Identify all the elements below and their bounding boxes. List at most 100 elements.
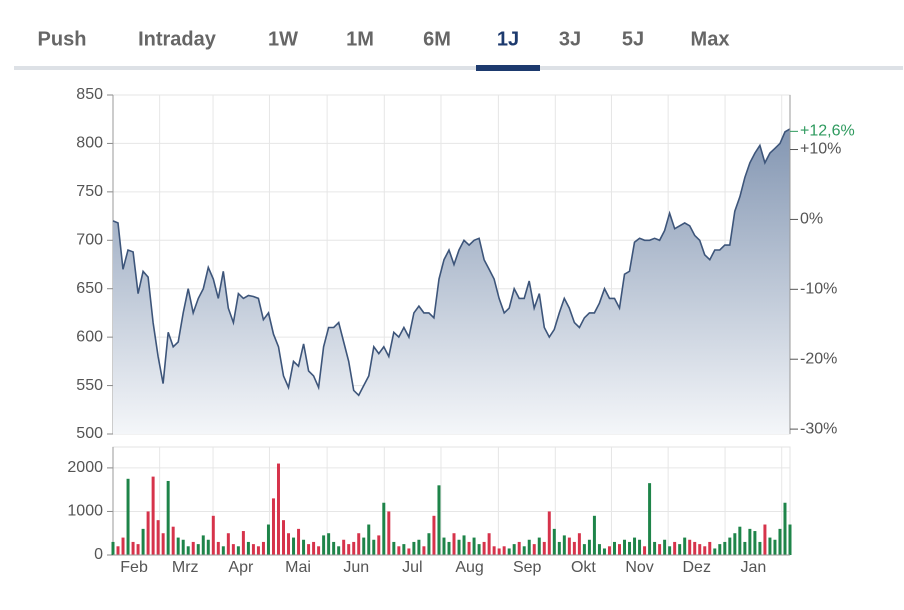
tab[interactable]: Max: [691, 28, 730, 50]
volume-bar: [743, 541, 747, 555]
volume-bar: [307, 544, 311, 555]
volume-bar: [422, 546, 426, 555]
volume-bar: [352, 541, 356, 555]
volume-bar: [201, 535, 205, 555]
volume-bar: [181, 539, 185, 555]
volume-bar: [552, 528, 556, 555]
tab[interactable]: 5J: [622, 28, 644, 50]
volume-bar: [668, 546, 672, 555]
tab[interactable]: 1W: [268, 28, 298, 50]
volume-bar: [126, 478, 130, 555]
volume-bar: [778, 528, 782, 555]
volume-bar: [452, 533, 456, 555]
volume-bar: [462, 535, 466, 555]
volume-bar: [407, 548, 411, 555]
volume-bar: [156, 520, 160, 555]
y-tick-label: 600: [76, 328, 103, 345]
y-tick-label: 700: [76, 232, 103, 249]
tab[interactable]: 3J: [559, 28, 581, 50]
volume-bar: [788, 524, 792, 555]
volume-bar: [658, 544, 662, 555]
volume-bar: [643, 546, 647, 555]
volume-bar: [522, 546, 526, 555]
volume-bar: [547, 511, 551, 555]
y-tick-label: 650: [76, 280, 103, 297]
volume-bar: [688, 539, 692, 555]
volume-bar: [557, 541, 561, 555]
volume-bar: [763, 524, 767, 555]
volume-bar: [693, 541, 697, 555]
volume-bar: [512, 544, 516, 555]
volume-bar: [467, 541, 471, 555]
volume-bar: [271, 498, 275, 555]
tab[interactable]: Push: [38, 28, 87, 50]
active-tab-underline: [476, 65, 540, 71]
plot-area: [112, 446, 791, 556]
volume-bar: [241, 531, 245, 555]
volume-bar: [472, 537, 476, 555]
volume-bar: [703, 546, 707, 555]
tab[interactable]: 1J: [497, 28, 519, 50]
volume-bar: [572, 541, 576, 555]
volume-bar: [718, 544, 722, 555]
volume-bar: [216, 541, 220, 555]
y2-tick-label: -20%: [800, 350, 837, 367]
volume-bar: [482, 541, 486, 555]
volume-bar: [191, 541, 195, 555]
y-tick-label: 850: [76, 86, 103, 103]
volume-bar: [507, 548, 511, 555]
volume-bar: [372, 539, 376, 555]
y-tick-label: 2000: [67, 459, 103, 476]
volume-bar: [297, 528, 301, 555]
volume-bar: [683, 537, 687, 555]
tab[interactable]: 1M: [346, 28, 374, 50]
tab[interactable]: Intraday: [138, 28, 217, 50]
volume-bar: [502, 546, 506, 555]
volume-bar: [256, 546, 260, 555]
volume-bar: [633, 537, 637, 555]
tab-bar: [14, 66, 903, 70]
volume-bar: [261, 541, 265, 555]
price-area: [113, 128, 790, 434]
volume-bar: [292, 537, 296, 555]
volume-bar: [653, 541, 657, 555]
volume-bar: [251, 544, 255, 555]
volume-bar: [492, 546, 496, 555]
volume-bar: [723, 541, 727, 555]
volume-bar: [592, 515, 596, 555]
volume-bar: [607, 546, 611, 555]
y-tick-label: 550: [76, 377, 103, 394]
x-tick-label: Dez: [682, 559, 710, 576]
volume-bar: [196, 544, 200, 555]
volume-bar: [437, 485, 441, 555]
volume-bar: [427, 533, 431, 555]
volume-bar: [663, 539, 667, 555]
y-tick-label: 1000: [67, 503, 103, 520]
x-tick-label: Jan: [740, 559, 766, 576]
volume-bar: [698, 544, 702, 555]
x-tick-label: Mai: [285, 559, 311, 576]
volume-bar: [392, 541, 396, 555]
volume-bar: [367, 524, 371, 555]
volume-bar: [773, 539, 777, 555]
volume-bar: [276, 463, 280, 555]
volume-bar: [211, 515, 215, 555]
volume-bar: [417, 539, 421, 555]
volume-bar: [171, 526, 175, 555]
volume-bar: [382, 502, 386, 555]
volume-bar: [151, 476, 155, 555]
volume-bar: [176, 537, 180, 555]
x-tick-label: Sep: [513, 559, 542, 576]
volume-bar: [517, 541, 521, 555]
volume-bar: [111, 541, 115, 555]
x-tick-label: Apr: [228, 559, 254, 576]
volume-bar: [317, 546, 321, 555]
tab[interactable]: 6M: [423, 28, 451, 50]
y2-tick-label: -30%: [800, 420, 837, 437]
volume-bar: [623, 539, 627, 555]
volume-bar: [266, 524, 270, 555]
volume-bar: [758, 541, 762, 555]
volume-bar: [577, 533, 581, 555]
volume-bar: [612, 541, 616, 555]
